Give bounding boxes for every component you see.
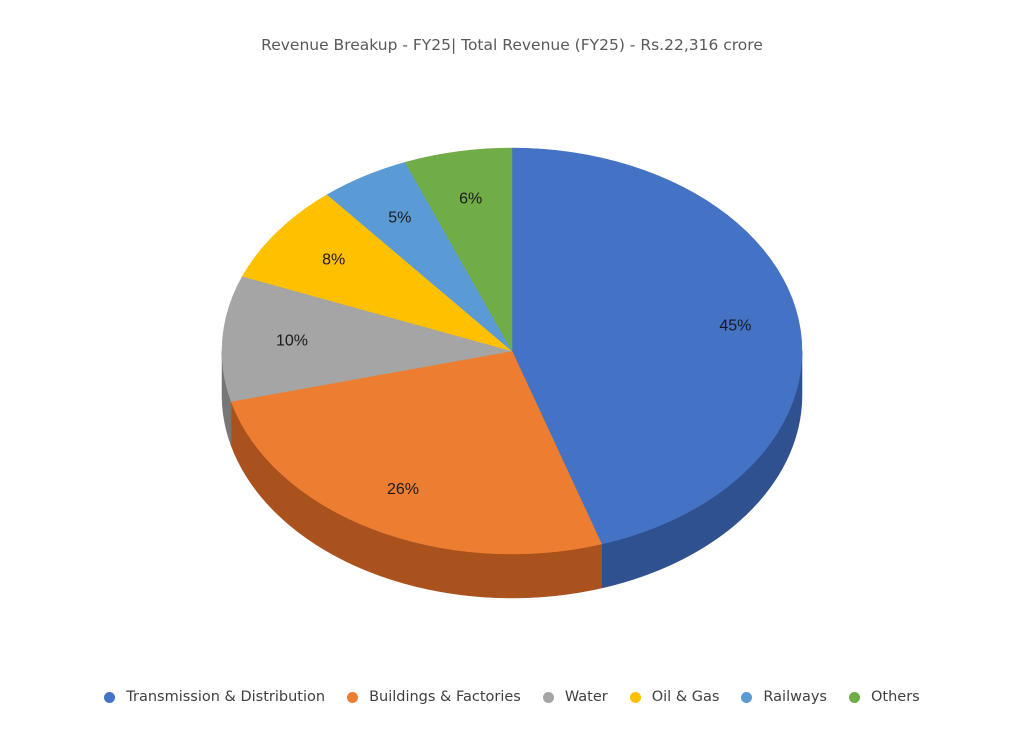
legend-label: Oil & Gas [651, 689, 720, 705]
legend-item-others[interactable]: Others [849, 689, 920, 705]
legend-item-transmission-and-distribution[interactable]: Transmission & Distribution [104, 689, 325, 705]
data-label-railways: 5% [388, 209, 411, 226]
pie-slice-buildings-and-factories[interactable] [230, 350, 602, 555]
data-label-transmission-and-distribution: 45% [719, 317, 751, 334]
legend-label: Water [564, 689, 608, 705]
legend-label: Buildings & Factories [369, 689, 521, 705]
data-label-others: 6% [459, 191, 482, 208]
legend-label: Others [871, 689, 920, 705]
pie-slice-others[interactable] [404, 147, 513, 352]
pie-slice-railways[interactable] [326, 161, 513, 352]
legend: Transmission & Distribution Buildings & F… [0, 686, 1024, 708]
legend-marker [347, 691, 359, 703]
data-label-water: 10% [276, 333, 308, 350]
legend-marker [104, 691, 116, 703]
pie-slice-oil-and-gas[interactable] [241, 194, 513, 352]
legend-marker [542, 691, 554, 703]
chart-title: Revenue Breakup - FY25| Total Revenue (F… [261, 36, 763, 54]
legend-item-railways[interactable]: Railways [741, 689, 827, 705]
legend-label: Transmission & Distribution [126, 689, 326, 705]
legend-label: Railways [763, 689, 827, 705]
pie-slice-transmission-and-distribution[interactable] [511, 147, 803, 545]
pie-slice-water[interactable] [221, 275, 513, 402]
legend-marker [629, 691, 641, 703]
legend-item-buildings-and-factories[interactable]: Buildings & Factories [347, 689, 521, 705]
legend-item-water[interactable]: Water [542, 689, 608, 705]
legend-item-oil-and-gas[interactable]: Oil & Gas [629, 689, 720, 705]
legend-marker [849, 691, 860, 703]
legend-marker [741, 691, 753, 703]
data-label-oil-and-gas: 8% [322, 252, 345, 269]
data-label-buildings-and-factories: 26% [387, 481, 419, 498]
